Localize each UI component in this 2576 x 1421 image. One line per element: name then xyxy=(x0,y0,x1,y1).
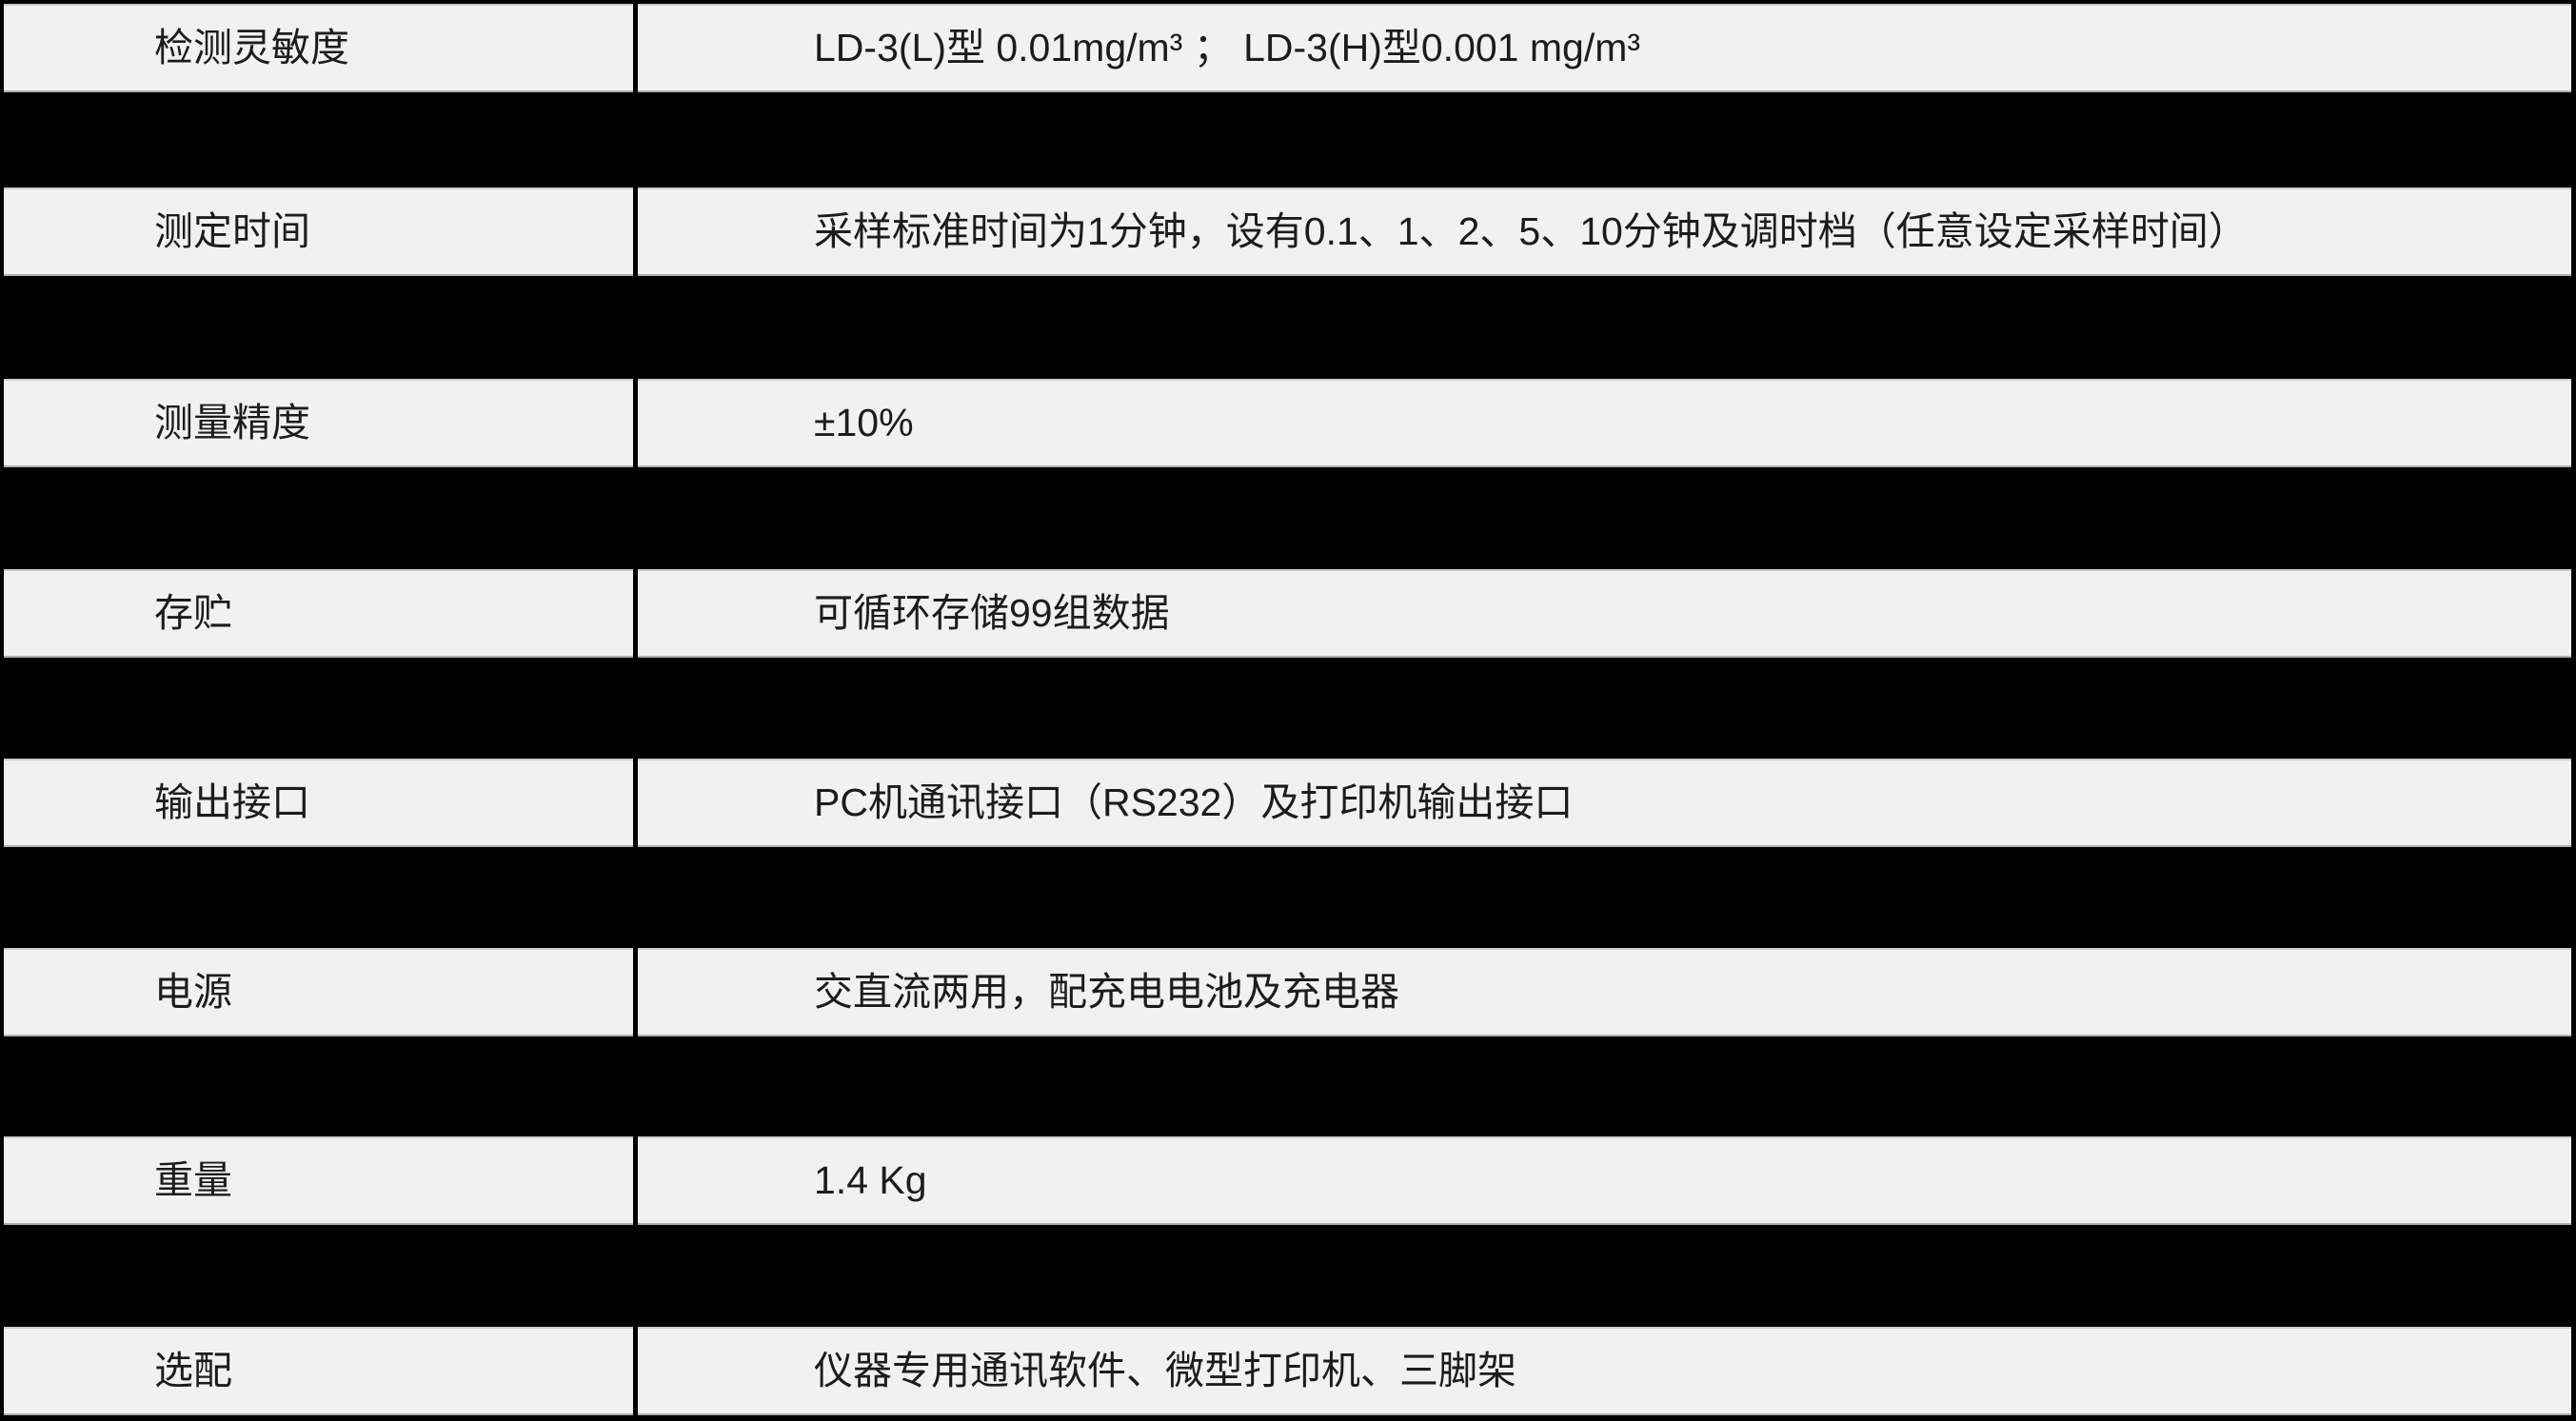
spec-value: LD-3(L)型 0.01mg/m³ ； LD-3(H)型0.001 mg/m³ xyxy=(638,4,2571,92)
spec-row-accuracy: 测量精度 ±10% xyxy=(4,379,2571,467)
spec-value: 交直流两用，配充电电池及充电器 xyxy=(638,948,2571,1036)
spec-row-power: 电源 交直流两用，配充电电池及充电器 xyxy=(4,948,2571,1036)
spec-row-optional-accessories: 选配 仪器专用通讯软件、微型打印机、三脚架 xyxy=(4,1327,2571,1415)
spec-value: 仪器专用通讯软件、微型打印机、三脚架 xyxy=(638,1327,2571,1415)
spec-row-sensitivity: 检测灵敏度 LD-3(L)型 0.01mg/m³ ； LD-3(H)型0.001… xyxy=(4,4,2571,92)
spec-value: PC机通讯接口（RS232）及打印机输出接口 xyxy=(638,759,2571,847)
spec-label: 重量 xyxy=(4,1136,633,1225)
spec-row-weight: 重量 1.4 Kg xyxy=(4,1136,2571,1225)
spec-row-measure-time: 测定时间 采样标准时间为1分钟，设有0.1、1、2、5、10分钟及调时档（任意设… xyxy=(4,187,2571,276)
spec-label: 存贮 xyxy=(4,569,633,658)
spec-label: 选配 xyxy=(4,1327,633,1415)
spec-label: 电源 xyxy=(4,948,633,1036)
spec-value: ±10% xyxy=(638,379,2571,467)
spec-label: 检测灵敏度 xyxy=(4,4,633,92)
spec-value: 1.4 Kg xyxy=(638,1136,2571,1225)
spec-row-storage: 存贮 可循环存储99组数据 xyxy=(4,569,2571,658)
spec-value: 采样标准时间为1分钟，设有0.1、1、2、5、10分钟及调时档（任意设定采样时间… xyxy=(638,187,2571,276)
spec-label: 测量精度 xyxy=(4,379,633,467)
spec-row-output-interface: 输出接口 PC机通讯接口（RS232）及打印机输出接口 xyxy=(4,759,2571,847)
spec-label: 测定时间 xyxy=(4,187,633,276)
spec-value: 可循环存储99组数据 xyxy=(638,569,2571,658)
spec-label: 输出接口 xyxy=(4,759,633,847)
